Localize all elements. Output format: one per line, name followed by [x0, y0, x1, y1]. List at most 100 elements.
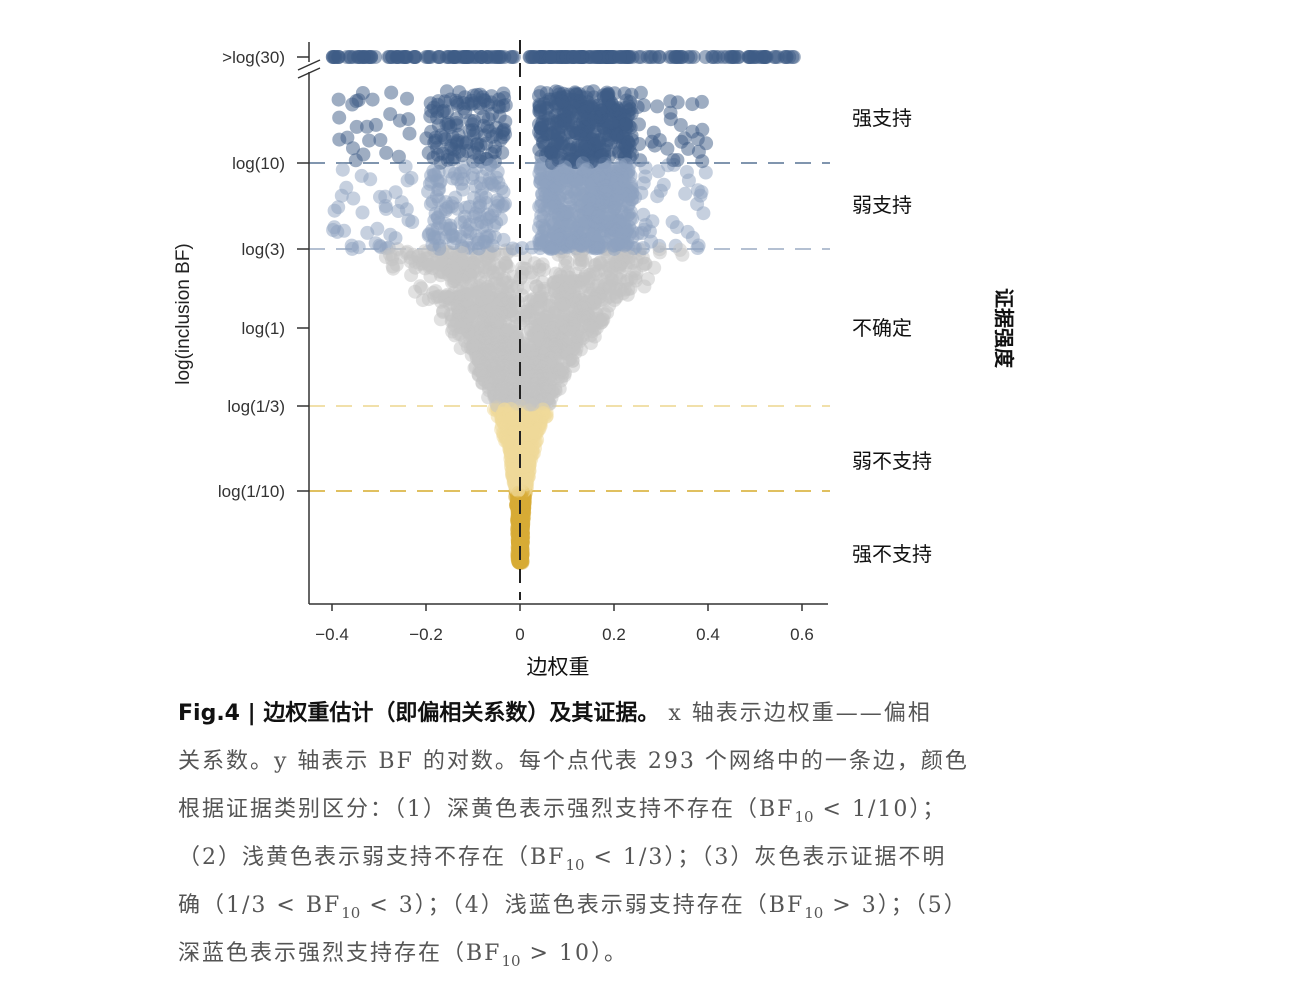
data-point [473, 96, 487, 111]
data-point [505, 411, 520, 426]
data-point [579, 315, 594, 330]
data-point [476, 368, 491, 382]
y-ticks: >log(30) log(10) log(3) log(1) log(1/3) log(1… [218, 48, 309, 501]
x-tick-label: 0.2 [602, 625, 626, 644]
data-point [475, 169, 490, 184]
caption-line-text: x 轴表示边权重——偏相 [659, 701, 931, 726]
data-point [636, 176, 651, 191]
data-point [650, 99, 665, 114]
category-label-uncertain: 不确定 [852, 317, 912, 340]
data-point [656, 177, 671, 192]
data-point [542, 94, 557, 109]
data-point [516, 512, 531, 527]
data-point [337, 223, 352, 238]
caption-text: x 轴表示边权重——偏相 [659, 701, 932, 726]
data-point [610, 237, 625, 251]
data-point [546, 216, 561, 231]
data-point [388, 185, 403, 200]
caption-text: 根据证据类别区分：（1）深黄色表示强烈支持不存在（BF [178, 797, 795, 822]
data-point [532, 89, 546, 104]
caption-subscript: 10 [804, 904, 824, 922]
data-point [388, 231, 403, 246]
data-point [552, 295, 567, 310]
x-tick-label: 0 [515, 625, 524, 644]
caption-line-5: 确（1/3 < BF10 < 3）；（4）浅蓝色表示弱支持存在（BF10 > 3… [178, 882, 1018, 930]
data-point [574, 139, 589, 154]
data-point [591, 209, 606, 224]
data-point [460, 224, 475, 239]
data-point [391, 204, 406, 218]
data-point [601, 207, 616, 222]
data-point [452, 144, 467, 159]
data-point [379, 145, 394, 160]
data-point [587, 137, 602, 152]
data-point [362, 133, 377, 148]
data-point [490, 193, 505, 208]
data-point [364, 50, 379, 64]
data-point [538, 107, 553, 122]
caption-title: Fig.4 | 边权重估计（即偏相关系数）及其证据。 [178, 701, 660, 726]
data-point [533, 369, 548, 384]
data-point [340, 50, 354, 64]
data-point [424, 174, 439, 189]
data-point [779, 50, 794, 64]
evidence-strength-label: 证据强度 [992, 288, 1016, 369]
data-point [536, 312, 551, 327]
data-point [478, 275, 493, 290]
data-point [636, 98, 651, 113]
category-label-strong-against: 强不支持 [852, 543, 932, 566]
category-label-strong-support: 强支持 [852, 107, 912, 130]
data-point [587, 295, 601, 310]
data-point [563, 271, 578, 285]
data-point [594, 149, 609, 164]
caption-text: > 3）；（5） [823, 893, 968, 918]
data-point [440, 290, 455, 305]
data-point [499, 256, 513, 271]
data-point [500, 322, 515, 337]
data-point [368, 117, 383, 132]
data-point [497, 50, 512, 64]
data-point [708, 50, 723, 64]
caption-text: < 1/10）； [813, 797, 947, 822]
data-point [695, 154, 710, 169]
data-point [544, 241, 559, 256]
data-point [609, 224, 624, 239]
data-point [354, 50, 369, 64]
data-point [413, 279, 428, 294]
data-point [408, 260, 423, 275]
data-point [382, 50, 397, 64]
data-point [535, 402, 550, 417]
data-point [489, 120, 504, 135]
data-point [397, 50, 412, 64]
caption-subscript: 10 [341, 904, 361, 922]
y-tick-label: log(10) [232, 154, 285, 173]
data-point [612, 50, 627, 64]
data-point [326, 223, 341, 237]
data-point [373, 133, 388, 147]
data-point [584, 182, 599, 197]
data-point [573, 193, 588, 208]
data-point [609, 270, 624, 285]
x-tick-label: 0.4 [696, 625, 720, 644]
y-axis-label: log(inclusion BF) [173, 243, 194, 385]
data-point [467, 114, 482, 128]
data-point [666, 153, 681, 168]
data-point [574, 300, 589, 315]
data-point [525, 50, 540, 64]
x-tick-label: 0.6 [790, 625, 814, 644]
data-point [652, 50, 667, 64]
data-point [679, 165, 694, 179]
data-point [551, 127, 566, 142]
data-point [354, 168, 369, 183]
data-point [542, 50, 557, 64]
category-label-weak-support: 弱支持 [852, 194, 912, 217]
caption-line-1: Fig.4 | 边权重估计（即偏相关系数）及其证据。 x 轴表示边权重——偏相 [178, 690, 1018, 738]
data-point [681, 50, 696, 64]
caption-subscript: 10 [501, 952, 521, 970]
data-point [696, 206, 711, 221]
data-point [663, 112, 678, 127]
data-point [487, 230, 502, 245]
data-point [469, 125, 484, 140]
scatter-chart: −0.4 −0.2 0 0.2 0.4 0.6 >log(30) log(10) log(3)… [173, 40, 1016, 679]
data-point [572, 257, 587, 272]
